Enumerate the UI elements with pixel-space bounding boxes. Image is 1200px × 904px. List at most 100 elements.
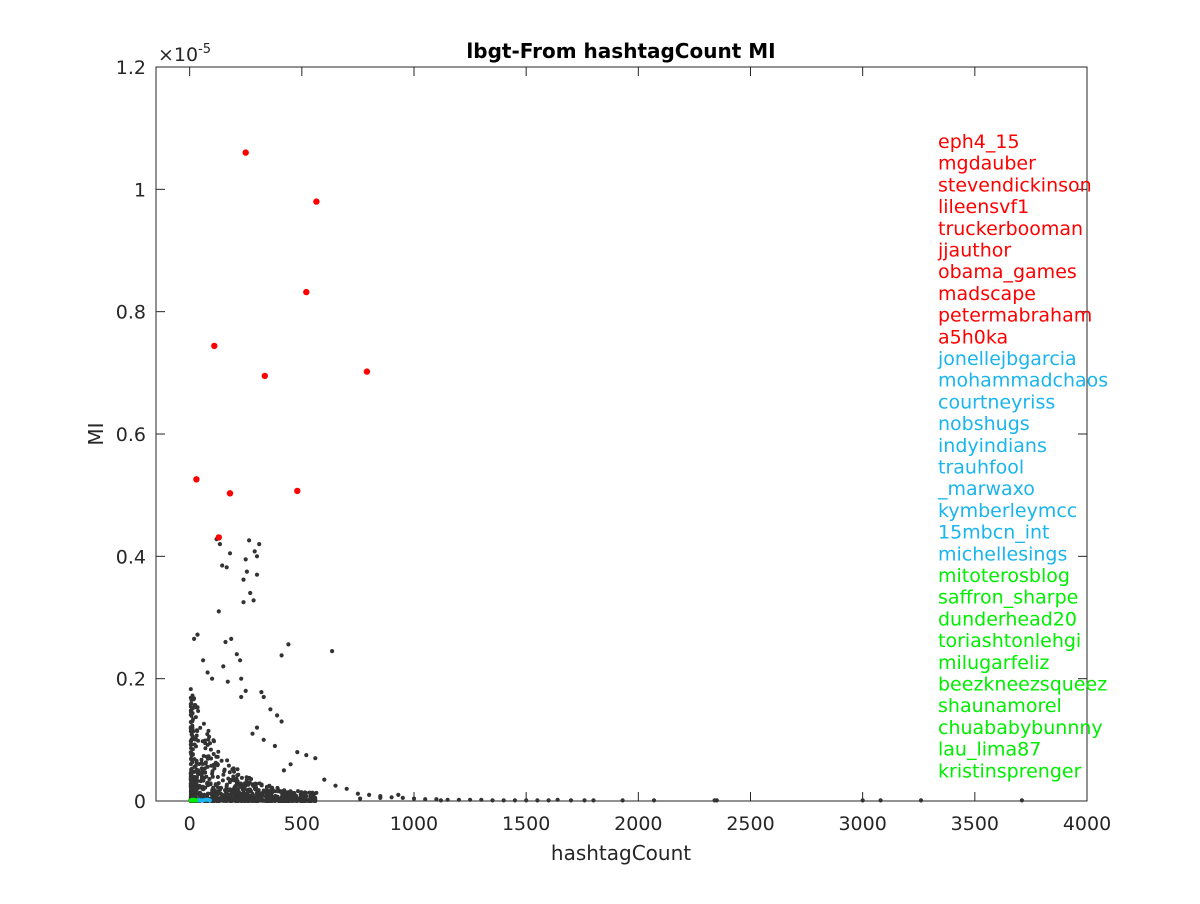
data-point [242,149,249,156]
data-point [225,679,230,684]
data-point-bg [188,742,193,747]
data-point-bg [200,762,205,766]
annotation-label: truckerbooman [938,218,1083,240]
data-point-bg [293,793,298,798]
data-point-bg [282,788,287,793]
data-point [221,664,226,669]
data-point-bg [188,771,193,776]
data-point [714,798,719,803]
annotation-label: dunderhead20 [938,608,1077,630]
annotation-label: chuababybunnny [938,717,1103,739]
data-point [243,557,248,562]
data-point-bg [203,761,208,766]
data-point-bg [198,725,203,730]
data-point-bg [194,767,199,772]
data-point [261,737,266,742]
data-point-bg [206,737,211,742]
data-point-bg [273,794,278,799]
data-point [254,572,260,577]
y-exponent-power: -5 [198,42,211,57]
annotation-label: saffron_sharpe [938,587,1078,609]
data-point [438,798,443,803]
data-point-bg [263,798,268,803]
annotation-label: kymberleymcc [938,500,1077,522]
data-point [295,750,300,755]
data-point-bg [219,785,224,790]
x-tick-label: 4000 [1063,813,1111,835]
annotation-label: mohammadchaos [938,370,1108,392]
annotation-label: obama_games [938,261,1077,283]
data-point [268,707,273,712]
data-point-bg [247,780,252,785]
data-point-bg [205,756,210,761]
data-point-bg [218,798,223,803]
data-point-bg [201,754,206,758]
data-point [524,798,529,803]
data-point-bg [234,786,239,791]
data-point-bg [242,791,247,796]
data-point-bg [310,794,315,799]
data-point [344,786,349,791]
data-point-bg [200,784,205,789]
data-point-bg [203,794,208,799]
data-point [216,609,221,614]
data-point [193,798,198,803]
data-point [239,694,244,700]
data-point-bg [211,738,216,743]
data-point-bg [299,790,304,795]
data-point-bg [244,796,249,801]
data-point-bg [195,775,199,780]
chart-title: lbgt-From hashtagCount MI [466,39,775,63]
data-point-bg [190,734,195,739]
annotation-label: eph4_15 [938,131,1020,153]
data-point-bg [269,787,274,792]
data-point-bg [208,747,213,752]
data-point-bg [234,790,239,795]
data-point-bg [215,790,220,794]
data-point [479,797,484,802]
data-point-bg [275,789,280,794]
data-point-bg [188,687,193,692]
y-axis-title: MI [84,422,108,445]
data-point-bg [189,725,194,730]
data-point [226,490,234,497]
data-point-bg [212,766,217,771]
data-point [294,487,301,495]
data-point-bg [249,777,254,781]
data-point-bg [203,746,208,751]
data-point-bg [272,789,277,794]
data-point [288,762,293,767]
data-point-bg [190,719,195,724]
x-tick-label: 1000 [390,813,438,835]
data-point-bg [245,792,250,797]
annotation-label: mitoterosblog [938,565,1070,587]
data-point [512,798,518,803]
x-tick-label: 3000 [838,813,886,835]
data-point-bg [225,758,230,763]
y-axis: 0 0.2 0.4 0.6 0.8 1 1.2 [116,57,1087,813]
annotation-label: trauhfool [938,457,1024,479]
data-point [330,649,335,654]
data-point [651,798,657,803]
data-point-bg [231,774,236,779]
data-point-bg [264,784,269,789]
data-point-bg [214,754,219,759]
annotation-list: eph4_15mgdauberstevendickinsonlileensvf1… [937,131,1108,782]
data-point [860,798,865,803]
data-point [303,288,310,296]
x-tick-label: 0 [184,813,196,835]
data-point [400,795,405,801]
y-tick-label: 0.6 [116,424,146,446]
y-tick-label: 0.8 [116,302,146,324]
data-point-bg [236,772,241,777]
data-point [279,653,284,658]
data-point-bg [190,747,195,752]
data-point-bg [222,769,227,774]
data-point [223,639,228,645]
data-point-bg [204,774,209,779]
data-point [275,713,280,718]
data-point-bg [239,775,244,780]
data-point [257,542,262,547]
x-tick-label: 1500 [502,813,550,835]
data-point [205,670,210,675]
